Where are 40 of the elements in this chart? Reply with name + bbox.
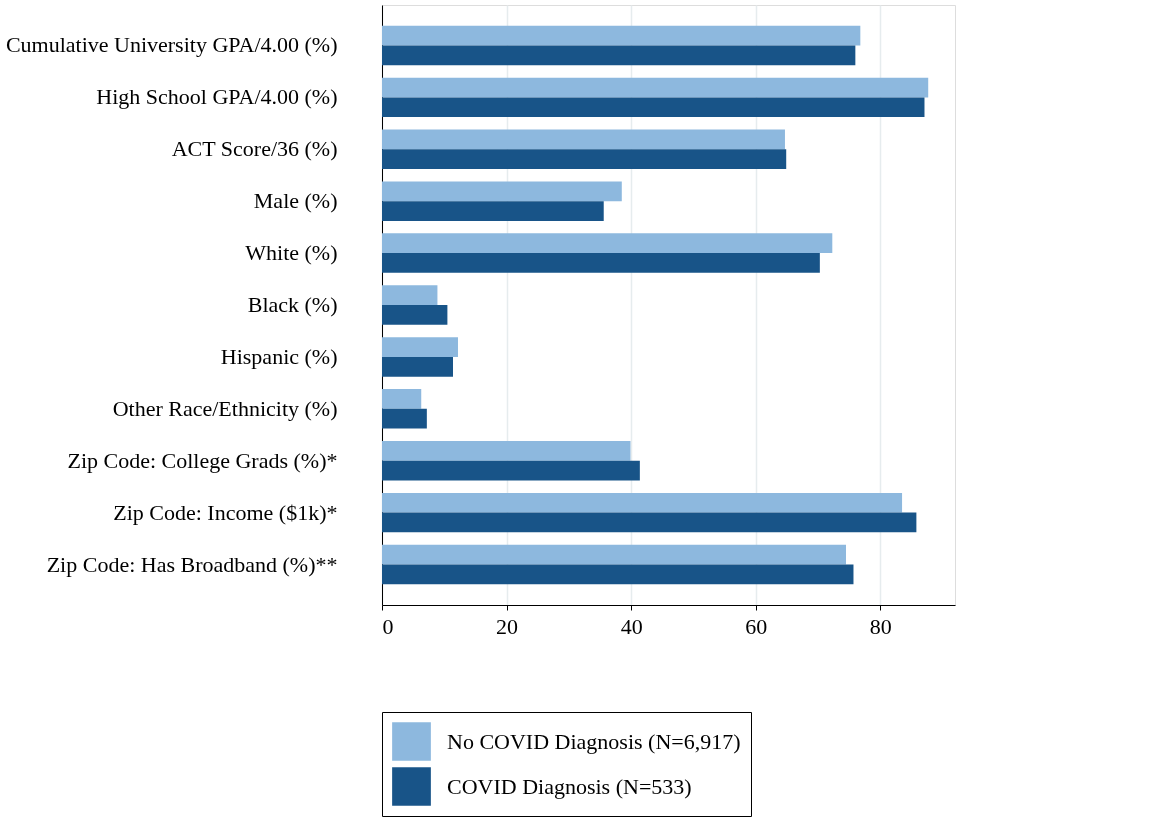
bar [382, 233, 833, 254]
bar [382, 544, 847, 565]
bar [382, 440, 631, 461]
y-tick-label: Other Race/Ethnicity (%) [112, 395, 338, 421]
bar [382, 460, 640, 481]
y-tick-label: Zip Code: College Grads (%)* [67, 447, 338, 473]
bar [382, 305, 448, 325]
bar [382, 408, 427, 429]
legend-label: No COVID Diagnosis (N=6,917) [447, 728, 741, 754]
bar [382, 77, 929, 98]
y-tick-label: ACT Score/36 (%) [171, 136, 338, 162]
bar [382, 149, 787, 170]
x-tick-label: 20 [496, 613, 519, 639]
bar [382, 492, 903, 513]
bar [382, 512, 917, 533]
x-tick-label: 0 [382, 613, 394, 639]
y-tick-label: Zip Code: Income ($1k)* [113, 499, 338, 525]
x-tick-label: 80 [869, 613, 892, 639]
y-tick-label: High School GPA/4.00 (%) [96, 84, 338, 110]
y-tick-label: Male (%) [253, 188, 338, 214]
bar [382, 564, 854, 585]
y-tick-label: Hispanic (%) [220, 343, 338, 369]
y-tick-label: White (%) [245, 240, 338, 266]
legend-label: COVID Diagnosis (N=533) [447, 773, 692, 799]
bar [382, 181, 622, 202]
y-tick-label: Black (%) [247, 292, 338, 317]
bar [382, 253, 820, 273]
y-tick-label: Cumulative University GPA/4.00 (%) [5, 32, 338, 58]
bar [382, 356, 453, 377]
bar [382, 97, 925, 118]
bar [382, 201, 604, 221]
bar [382, 337, 458, 357]
bar [382, 285, 438, 305]
bar [382, 129, 785, 150]
y-tick-label: Zip Code: Has Broadband (%)** [46, 551, 338, 577]
x-tick-label: 60 [745, 613, 768, 639]
bar [382, 45, 856, 66]
bar [382, 25, 861, 46]
x-tick-label: 40 [620, 613, 643, 639]
bar [382, 389, 422, 409]
